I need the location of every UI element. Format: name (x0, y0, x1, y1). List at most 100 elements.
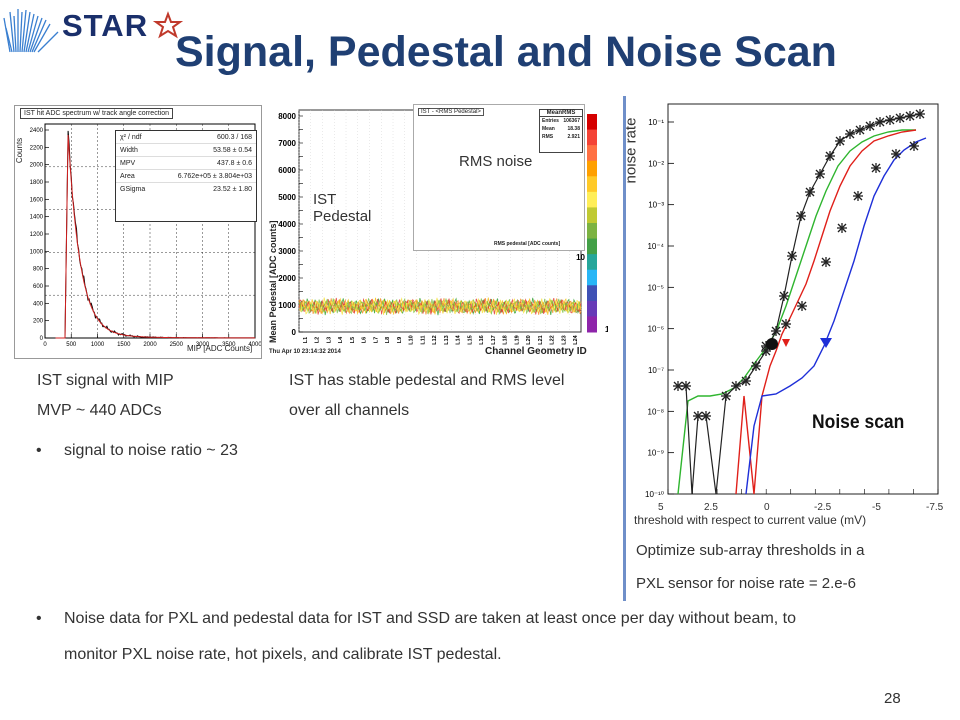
bullet-snr: signal to noise ratio ~ 23 (64, 442, 238, 459)
y-tick-label: 10⁻³ (648, 201, 664, 210)
x-tick-label: -2.5 (814, 502, 832, 513)
plot-title: IST hit ADC spectrum w/ track angle corr… (20, 108, 173, 119)
stat-value: 18.38 (567, 126, 580, 132)
ist-signal-line-2: MVP ~ 440 ADCs (37, 402, 162, 419)
logo-text: STAR (62, 8, 149, 43)
colorbar-segment (587, 285, 597, 302)
x-category-label: L2 (315, 337, 321, 343)
data-marker (721, 391, 731, 401)
data-marker (796, 211, 806, 221)
ist-pedestal-plot: 0 1000 2000 3000 4000 5000 6000 7000 8000 L1 L2 L3 L… (263, 100, 608, 358)
noise-scan-x-ticks: 5 2.5 0 -2.5 -5 -7.5 (654, 502, 954, 516)
data-marker (797, 301, 807, 311)
x-category-label: L23 (561, 335, 567, 344)
pedestal-trace (298, 297, 582, 316)
colorbar-segment (587, 316, 597, 333)
data-marker (915, 109, 925, 119)
colorbar-segment (587, 207, 597, 224)
colorbar-segment (587, 176, 597, 193)
marker-stroke (781, 319, 791, 329)
stat-name: Width (120, 147, 138, 154)
y-tick-label: 400 (33, 301, 44, 307)
marker-stroke (693, 411, 703, 421)
marker-stroke (853, 191, 863, 201)
marker-stroke (891, 149, 901, 159)
marker-stroke (673, 381, 683, 391)
marker-stroke (885, 115, 895, 125)
noise-scan-x-label: threshold with respect to current value … (634, 513, 867, 527)
page-number: 28 (884, 690, 901, 707)
x-axis-label: Channel Geometry ID (485, 346, 587, 357)
rms-noise-label: RMS noise (459, 153, 533, 170)
current-threshold-marker (766, 338, 778, 350)
y-tick-label: 1800 (30, 180, 44, 186)
y-tick-label: 600 (33, 284, 44, 290)
plot-date: Thu Apr 10 23:14:32 2014 (269, 349, 341, 355)
x-tick-label: 5 (658, 502, 664, 513)
x-tick-label: 1000 (91, 342, 105, 348)
x-tick-label: 2.5 (704, 502, 718, 513)
stat-name: RMS (542, 134, 554, 140)
data-marker (865, 121, 875, 131)
stat-value: 437.8 ± 0.6 (217, 160, 252, 167)
y-tick-label: 8000 (278, 112, 296, 121)
x-category-label: L7 (373, 337, 379, 343)
marker-stroke (865, 121, 875, 131)
fit-stat-row: Width 53.58 ± 0.54 (116, 143, 256, 156)
inset-rms-panel: IST - <RMS Pedestal> RMS noise MeanRMS E… (413, 104, 585, 251)
y-axis-label: Mean Pedestal [ADC counts] (268, 220, 278, 343)
marker-stroke (909, 141, 919, 151)
data-marker (853, 191, 863, 201)
x-category-label: L3 (326, 337, 332, 343)
noise-curve-red (735, 129, 917, 495)
marker-stroke (905, 111, 915, 121)
x-category-label: L21 (538, 335, 544, 344)
data-marker (821, 257, 831, 267)
x-category-label: L5 (350, 337, 356, 343)
blue-threshold-marker (820, 338, 832, 348)
data-marker (681, 381, 691, 391)
data-marker (815, 169, 825, 179)
red-threshold-marker (782, 339, 790, 347)
fit-stat-row: GSigma 23.52 ± 1.80 (116, 182, 256, 195)
pxl-optimize-line-1: Optimize sub-array thresholds in a (636, 542, 865, 559)
marker-stroke (821, 257, 831, 267)
marker-stroke (731, 381, 741, 391)
ist-adc-spectrum-plot: IST hit ADC spectrum w/ track angle corr… (14, 105, 262, 359)
bullet-noise-line-1: Noise data for PXL and pedestal data for… (64, 610, 796, 627)
x-tick-label: 500 (66, 342, 77, 348)
y-tick-label: 10⁻⁷ (648, 366, 664, 375)
x-category-label: L6 (362, 337, 368, 343)
stat-value: 23.52 ± 1.80 (213, 186, 252, 193)
data-marker (835, 136, 845, 146)
y-tick-label: 10⁻¹⁰ (645, 490, 664, 499)
x-category-label: L19 (514, 335, 520, 344)
y-tick-label: 1200 (30, 232, 44, 238)
pxl-optimize-line-2: PXL sensor for noise rate = 2.e-6 (636, 575, 856, 592)
ist-pedestal-line-2: over all channels (289, 402, 410, 419)
data-marker (741, 376, 751, 386)
colorbar-segment (587, 223, 597, 240)
data-marker (885, 115, 895, 125)
colorbar-segment (587, 145, 597, 162)
stat-name: GSigma (120, 186, 146, 193)
data-marker (895, 113, 905, 123)
x-category-label: L20 (526, 335, 532, 344)
x-category-label: L12 (432, 335, 438, 344)
x-tick-label: 3500 (222, 342, 236, 348)
y-tick-label: 10⁻⁹ (647, 449, 664, 458)
y-tick-label: 10⁻⁸ (648, 407, 665, 416)
x-tick-label: 4000 (248, 342, 261, 348)
stat-name: Entries (542, 118, 559, 124)
data-marker (845, 129, 855, 139)
colorbar-label: 10 (576, 253, 585, 262)
y-tick-label: 1400 (30, 215, 44, 221)
y-tick-label: 10⁻⁶ (648, 325, 664, 334)
y-tick-label: 10⁻² (648, 159, 664, 168)
data-marker (909, 141, 919, 151)
x-category-label: L16 (479, 335, 485, 344)
x-category-label: L11 (420, 335, 426, 344)
data-marker (779, 291, 789, 301)
inset-stats-box: MeanRMS Entries 106367 Mean 18.38 RMS 2.921 (539, 109, 583, 153)
inset-stats-title: MeanRMS (540, 110, 582, 117)
